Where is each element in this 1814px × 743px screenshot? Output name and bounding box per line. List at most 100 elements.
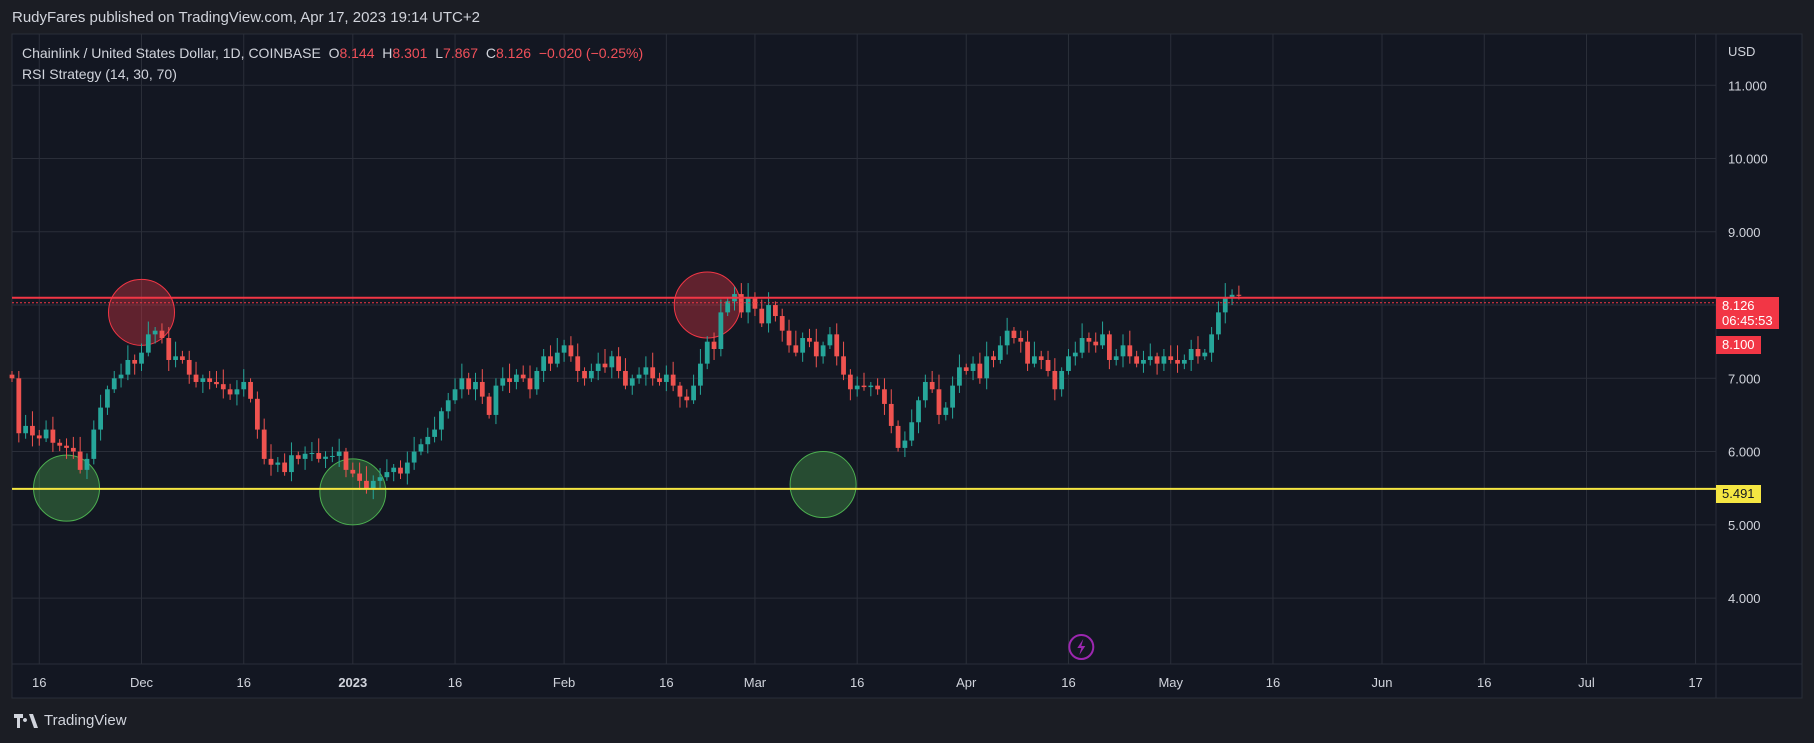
candle-down: [36, 429, 42, 446]
y-tick-label: 9.000: [1728, 225, 1761, 240]
candle-down: [1093, 332, 1099, 353]
candle-up: [922, 374, 928, 408]
candle-body: [323, 456, 328, 459]
candle-up: [241, 369, 247, 397]
candle-body: [336, 451, 342, 456]
oversold-signal-circle: [319, 458, 387, 526]
candle-body: [1032, 356, 1037, 364]
candle-body: [1222, 297, 1228, 313]
candle-body: [398, 467, 403, 474]
candle-down: [773, 301, 778, 322]
candle-down: [180, 350, 185, 364]
candle-down: [977, 352, 983, 384]
candle-down: [834, 323, 840, 366]
candle-body: [779, 316, 785, 331]
brand-label: TradingView: [44, 712, 127, 729]
x-tick-label: 16: [1266, 675, 1280, 690]
candle-body: [773, 305, 778, 317]
candle-down: [16, 370, 22, 443]
support-price-tag: 5.491: [1716, 485, 1761, 503]
candle-body: [466, 378, 472, 390]
candle-body: [629, 378, 635, 386]
open-label: O: [328, 45, 340, 61]
candle-up: [950, 376, 955, 419]
candle-down: [963, 363, 969, 375]
candle-down: [9, 370, 15, 382]
candle-body: [370, 480, 376, 489]
candle-body: [657, 378, 662, 382]
candle-body: [554, 352, 560, 364]
candle-body: [752, 297, 758, 309]
candle-down: [1011, 327, 1017, 344]
candle-up: [173, 341, 178, 368]
candle-down: [711, 332, 717, 360]
candle-body: [357, 473, 363, 481]
candle-down: [30, 411, 35, 447]
candle-body: [950, 385, 955, 408]
x-tick-label: Jul: [1578, 675, 1595, 690]
candle-up: [425, 427, 431, 454]
candle-body: [350, 469, 356, 474]
candle-body: [289, 455, 294, 473]
candle-body: [827, 334, 833, 346]
candle-body: [404, 462, 410, 474]
candle-down: [1025, 330, 1030, 371]
candle-body: [98, 407, 103, 430]
candle-body: [575, 356, 581, 371]
candle-body: [125, 359, 131, 375]
time-scale-pane: [12, 664, 1802, 698]
candle-body: [118, 374, 124, 379]
candle-body: [84, 458, 90, 470]
candle-up: [289, 442, 294, 482]
candle-body: [1038, 356, 1044, 360]
candle-body: [500, 378, 506, 386]
candle-down: [1086, 332, 1092, 353]
candle-body: [1236, 294, 1242, 296]
candle-body: [561, 345, 567, 353]
candle-body: [888, 403, 894, 426]
candle-body: [30, 425, 35, 436]
candle-body: [1120, 345, 1126, 357]
candle-body: [698, 363, 703, 386]
candle-up: [152, 327, 158, 344]
candle-body: [507, 378, 512, 382]
candle-body: [1154, 356, 1160, 364]
candle-down: [248, 378, 253, 403]
last-price-tag: 8.126 06:45:53: [1716, 297, 1779, 329]
candle-body: [309, 453, 315, 455]
currency-label[interactable]: USD: [1728, 44, 1756, 59]
candle-down: [398, 460, 403, 480]
candle-body: [384, 472, 390, 478]
candle-down: [813, 328, 819, 368]
candle-up: [636, 367, 642, 384]
candle-body: [922, 381, 928, 401]
candle-body: [411, 451, 417, 463]
candle-down: [295, 451, 301, 465]
candle-up: [902, 431, 908, 458]
candle-up: [916, 396, 921, 434]
candle-body: [929, 381, 935, 390]
candle-body: [111, 378, 117, 390]
candle-body: [786, 330, 792, 346]
candle-up: [1004, 317, 1010, 355]
candle-down: [64, 438, 69, 459]
tradingview-brand[interactable]: TradingView: [14, 712, 127, 729]
last-price-value: 8.126: [1722, 298, 1755, 313]
candle-body: [677, 385, 683, 397]
candle-body: [425, 436, 431, 445]
indicator-legend[interactable]: RSI Strategy (14, 30, 70): [22, 66, 177, 82]
candle-down: [1154, 352, 1160, 375]
candle-body: [214, 381, 219, 385]
y-tick-label: 7.000: [1728, 371, 1761, 386]
candle-body: [50, 429, 56, 443]
candle-body: [486, 396, 492, 415]
candle-body: [868, 385, 874, 388]
candle-up: [391, 464, 397, 482]
candle-down: [466, 372, 472, 395]
candle-body: [1004, 330, 1010, 346]
candle-body: [1018, 338, 1024, 342]
lightning-icon-bolt: [1077, 639, 1086, 655]
candle-up: [1113, 349, 1119, 366]
candle-up: [404, 451, 410, 485]
